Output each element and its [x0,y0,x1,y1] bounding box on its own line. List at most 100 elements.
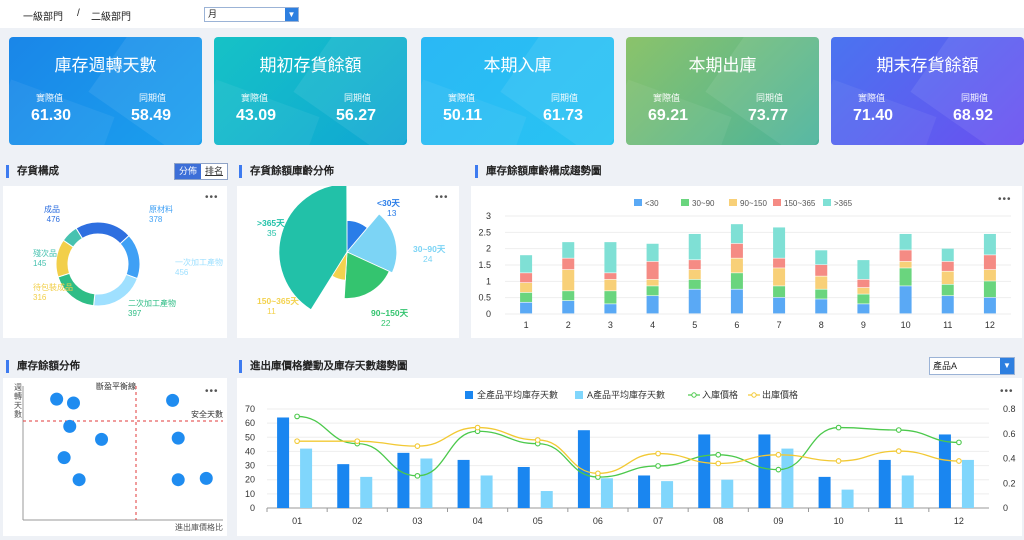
kpi-card[interactable]: 本期出庫 實際值 69.21 同期值 73.77 [626,37,819,145]
breadcrumb-level1[interactable]: 一級部門 [23,12,63,23]
stacked-bar-segment [815,250,828,265]
stacked-bar-segment [730,224,743,244]
stacked-bar-segment [773,268,786,286]
donut-slice-label: 成品 [44,204,60,214]
kpi-yoy-value: 73.77 [748,107,789,124]
more-options-icon[interactable]: ••• [205,192,219,203]
stacked-bar-segment [646,286,659,296]
stacked-bar-segment [520,292,533,302]
stacked-bar-segment [688,260,701,270]
kpi-actual-label: 實際值 [858,93,886,103]
stacked-bar-segment [688,269,701,280]
stacked-bar-segment [562,258,575,270]
legend-label: >365 [834,199,853,208]
stacked-bar-segment [604,279,617,291]
x-tick-label: 11 [894,516,903,526]
x-tick-label: 03 [412,516,422,526]
kpi-card[interactable]: 期末存貨餘額 實際值 71.40 同期值 68.92 [831,37,1024,145]
x-tick-label: 06 [593,516,603,526]
scatter-point [171,473,185,487]
y-tick-label: 2.5 [478,227,491,237]
y-tick-label-left: 50 [245,432,255,442]
kpi-yoy-value: 58.49 [131,107,172,124]
stacked-bar-segment [520,255,533,273]
stacked-bar-segment [730,258,743,273]
tab-distribution[interactable]: 分佈 [175,164,202,179]
age-trend-panel: ••• <30 30~90 90~150 150~365 >365 0 0.5 1 1.5 2 2.… [471,186,1022,338]
more-options-icon[interactable]: ••• [205,386,219,397]
line-point [474,424,481,431]
kpi-title: 本期入庫 [483,56,552,75]
y-tick-label-left: 10 [245,489,255,499]
line-point [595,470,601,477]
breadcrumb-level2[interactable]: 二級部門 [91,12,131,23]
rose-slice-value: 24 [423,254,433,264]
scatter-point [63,419,77,433]
legend-swatch [729,199,737,206]
scatter-point [171,431,185,445]
rose-slice-label: 90~150天 [371,308,409,318]
balance-distribution-panel: ••• 週轉天數 進出庫價格比 斷盈平衡線 安全天數 [3,378,227,536]
stacked-bar-segment [562,300,575,314]
rose-slice-label: >365天 [257,218,285,228]
tab-ranking[interactable]: 排名 [201,164,228,179]
line-point [956,458,962,464]
x-tick-label: 6 [734,320,739,330]
x-tick-label: 9 [861,320,866,330]
age-distribution-title: 存貨餘額庫齡分佈 [239,165,334,178]
kpi-yoy-label: 同期值 [961,93,989,103]
kpi-card[interactable]: 期初存貨餘額 實際值 43.09 同期值 56.27 [214,37,407,145]
stacked-bar-segment [562,291,575,301]
y-tick-label: 1 [486,276,491,286]
combo-bar [577,430,590,508]
age-trend-title: 庫存餘額庫齡構成趨勢圖 [475,165,602,178]
kpi-actual-value: 69.21 [648,107,689,124]
x-tick-label: 12 [985,320,995,330]
donut-slice [119,234,141,280]
kpi-yoy-label: 同期值 [344,93,372,103]
stacked-bar-segment [646,279,659,286]
more-options-icon[interactable]: ••• [1000,386,1014,397]
more-options-icon[interactable]: ••• [435,192,449,203]
line-point [354,438,361,445]
kpi-actual-value: 71.40 [853,107,894,124]
stacked-bar-segment [773,297,786,314]
scatter-point [166,393,180,407]
stacked-bar-segment [646,243,659,262]
stacked-bar-segment [983,255,996,270]
donut-slice-value: 456 [175,268,189,277]
kpi-title: 期初存貨餘額 [259,56,362,75]
donut-slice [62,227,84,248]
line-point [294,438,300,445]
line-point [775,466,782,473]
stacked-bar-segment [983,297,996,314]
stacked-bar-segment [899,233,912,250]
stacked-bar-segment [899,250,912,262]
line-point [414,472,421,479]
stacked-bar-segment [646,261,659,280]
x-tick-label: 02 [352,516,362,526]
chevron-down-icon: ▼ [285,8,298,21]
scatter-point [57,451,71,465]
period-select[interactable]: 月 ▼ [204,7,299,22]
kpi-card[interactable]: 庫存週轉天數 實際值 61.30 同期值 58.49 [9,37,202,145]
legend-swatch [823,199,831,206]
scatter-point [50,392,64,406]
y-tick-label-left: 20 [245,475,255,485]
more-options-icon[interactable]: ••• [998,194,1012,205]
x-tick-label: 7 [777,320,782,330]
line-point [775,451,782,458]
kpi-card[interactable]: 本期入庫 實際值 50.11 同期值 61.73 [421,37,614,145]
line-point [956,439,962,446]
x-tick-label: 01 [292,516,302,526]
y-tick-label-left: 70 [245,404,255,414]
stacked-bar-segment [857,304,870,314]
x-tick-label: 04 [473,516,483,526]
line-point [414,443,421,449]
product-select[interactable]: 產品A ▼ [929,357,1015,375]
line-point [655,463,661,469]
kpi-title: 庫存週轉天數 [54,56,157,75]
stacked-bar-segment [941,296,954,314]
y-tick-label: 0 [486,309,491,319]
